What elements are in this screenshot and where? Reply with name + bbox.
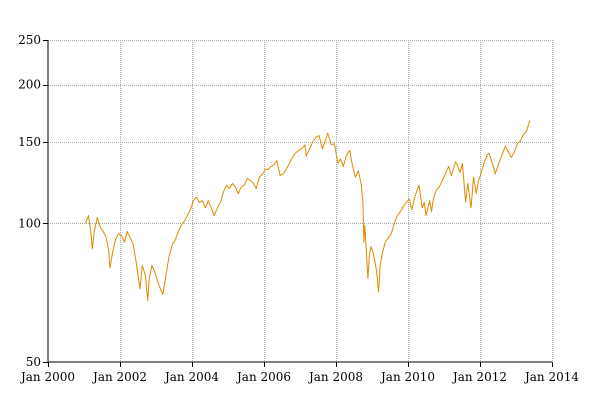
x-axis-ticks: Jan 2000 Jan 2002 Jan 2004 Jan 2006 Jan 2008… bbox=[19, 362, 579, 384]
y-tick-label: 100 bbox=[18, 216, 41, 230]
x-tick-label: Jan 2014 bbox=[523, 370, 579, 384]
x-gridlines bbox=[120, 40, 553, 362]
series-line bbox=[85, 120, 531, 301]
x-tick-label: Jan 2000 bbox=[19, 370, 75, 384]
x-tick-label: Jan 2004 bbox=[163, 370, 219, 384]
x-tick-label: Jan 2012 bbox=[451, 370, 507, 384]
x-tick-label: Jan 2010 bbox=[379, 370, 435, 384]
y-axis-ticks: 50 100 150 200 250 bbox=[18, 33, 48, 369]
x-tick-label: Jan 2008 bbox=[307, 370, 363, 384]
x-tick-label: Jan 2006 bbox=[235, 370, 291, 384]
y-gridlines bbox=[48, 40, 552, 224]
y-tick-label: 200 bbox=[18, 78, 41, 92]
y-tick-label: 50 bbox=[26, 355, 41, 369]
x-tick-label: Jan 2002 bbox=[91, 370, 147, 384]
y-tick-label: 250 bbox=[18, 33, 41, 47]
plot-background bbox=[48, 40, 552, 362]
series-layer bbox=[85, 120, 531, 301]
y-tick-label: 150 bbox=[18, 135, 41, 149]
